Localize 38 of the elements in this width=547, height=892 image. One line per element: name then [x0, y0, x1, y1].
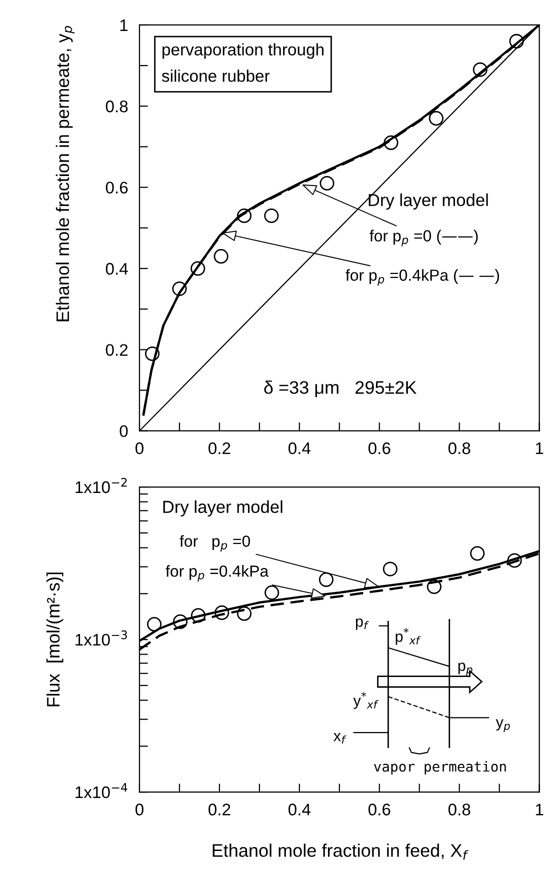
x-tick-label: 0.6: [368, 442, 390, 454]
x-tick-label: 0.8: [448, 804, 470, 816]
y-axis-title: Ethanol mole fraction in permeate, y$_{p}$: [56, 26, 75, 322]
x-tick-label: 0.4: [288, 804, 311, 816]
y-tick-label: 0.8: [106, 100, 128, 112]
x-tick-label: 1: [536, 442, 544, 454]
x-tick-label: 1: [536, 804, 544, 816]
x-tick-label: 0: [136, 804, 144, 816]
y-tick-label: 1: [120, 20, 128, 32]
annotation: δ =33 μm 295±2K: [264, 380, 417, 398]
x-tick-label: 0.8: [448, 442, 470, 454]
annotation: vapor permeation: [374, 761, 506, 774]
y-tick-label: 0.6: [106, 182, 128, 194]
x-tick-label: 0.2: [208, 442, 230, 454]
y-axis-title: Flux [mol/(m²·s)]: [46, 572, 64, 706]
annotation: y$_{p}$: [496, 719, 510, 732]
x-tick-label: 0: [136, 442, 144, 454]
annotation: for p$_{p}$ =0.4kPa: [166, 565, 269, 582]
annotation: p$_{f}$: [356, 618, 369, 630]
annotation: p$^{*}$$_{xf}$: [396, 628, 421, 645]
x-tick-label: 0.4: [288, 442, 311, 454]
annotation: y$^{*}$$_{xf}$: [353, 692, 378, 709]
annotation: x$_{f}$: [334, 733, 346, 744]
y-tick-label: 1x10$^{−2}$: [76, 478, 127, 494]
y-tick-label: 1x10$^{−3}$: [76, 630, 127, 646]
annotation: Dry layer model: [368, 193, 488, 210]
annotation: Dry layer model: [163, 500, 282, 516]
x-tick-label: 0.6: [368, 804, 390, 816]
y-tick-label: 0.4: [106, 262, 128, 275]
y-tick-label: 1x10$^{−4}$: [76, 783, 128, 798]
annotation: pervaporation through silicone rubber: [162, 43, 324, 82]
x-axis-title: Ethanol mole fraction in feed, X$_{f}$: [212, 844, 468, 860]
y-tick-label: 0: [120, 425, 128, 438]
x-tick-label: 0.2: [208, 804, 230, 816]
annotation: for p$_{p}$ =0 (——): [370, 230, 478, 246]
annotation: for p$_{p}$ =0.4kPa (— —): [346, 269, 500, 286]
y-tick-label: 0.2: [106, 344, 128, 356]
annotation: for p$_{p}$ =0: [180, 535, 250, 552]
